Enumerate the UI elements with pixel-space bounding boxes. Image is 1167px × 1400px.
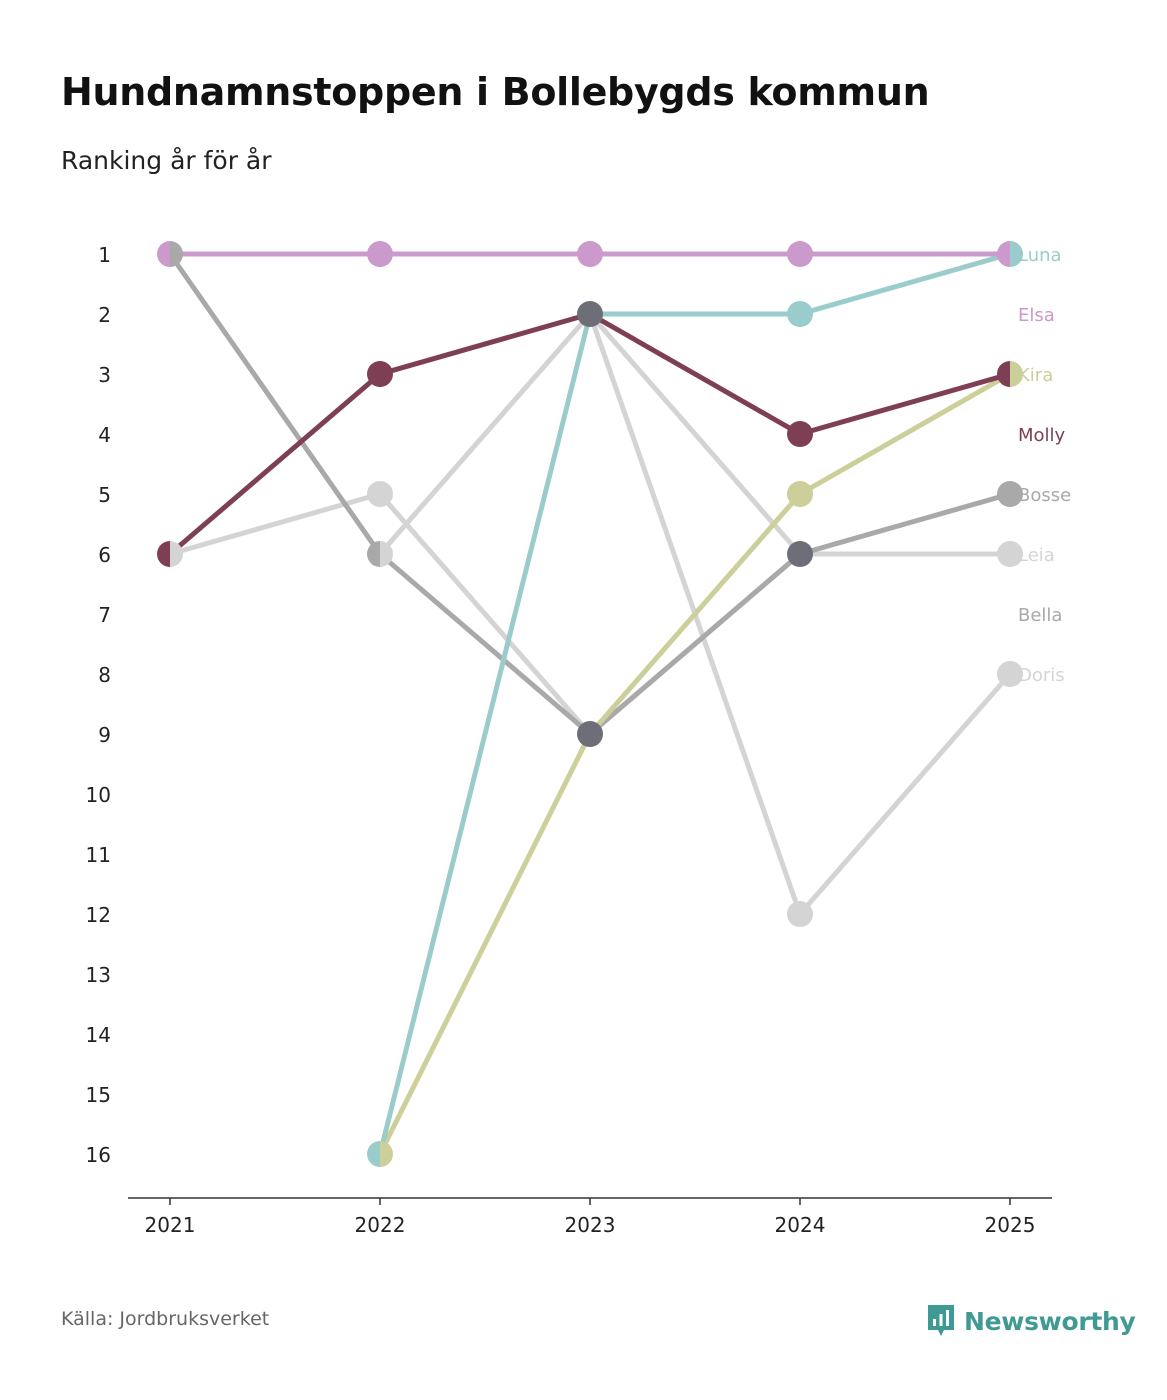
point-overlap [787,541,813,567]
point-molly [157,541,170,567]
point-kira [787,481,813,507]
y-tick-label: 16 [86,1143,111,1167]
x-tick-label: 2022 [355,1213,406,1237]
chart-title: Hundnamnstoppen i Bollebygds kommun [61,70,930,114]
line-molly [587,311,803,437]
y-tick-label: 6 [98,543,111,567]
line-bosse [797,491,1013,557]
newsworthy-logo-icon [928,1305,954,1336]
point-elsa [787,241,813,267]
point-bosse [170,241,183,267]
x-tick-label: 2025 [985,1213,1036,1237]
end-label-molly: Molly [1018,425,1066,446]
point-bella [380,541,393,567]
point-molly [367,361,393,387]
point-luna [1010,241,1023,267]
point-molly [787,421,813,447]
point-bosse [997,481,1023,507]
end-label-leia: Leia [1018,545,1055,566]
end-label-luna: Luna [1018,245,1062,266]
x-tick-label: 2021 [145,1213,196,1237]
y-tick-label: 14 [86,1023,111,1047]
point-kira [380,1141,393,1167]
y-tick-label: 7 [98,603,111,627]
point-elsa [367,241,393,267]
y-tick-label: 5 [98,483,111,507]
line-bella [377,311,593,557]
point-elsa [577,241,603,267]
point-elsa [997,241,1010,267]
line-bosse [167,251,383,557]
y-tick-label: 4 [98,423,111,447]
point-elsa [157,241,170,267]
newsworthy-logo-text: Newsworthy [964,1306,1136,1336]
line-leia [377,491,593,737]
point-leia [170,541,183,567]
point-molly [997,361,1010,387]
y-tick-label: 11 [86,843,111,867]
line-kira [797,371,1013,497]
point-doris [787,901,813,927]
line-luna [797,251,1013,317]
source-note: Källa: Jordbruksverket [61,1308,270,1330]
x-tick-label: 2024 [775,1213,826,1237]
point-leia [367,481,393,507]
y-tick-label: 3 [98,363,111,387]
end-label-bosse: Bosse [1018,485,1071,506]
point-leia [997,541,1023,567]
end-label-kira: Kira [1018,365,1053,386]
point-luna [367,1141,380,1167]
line-molly [377,311,593,377]
line-luna [377,311,593,1157]
line-kira [377,731,593,1157]
point-kira [1010,361,1023,387]
end-label-doris: Doris [1018,665,1065,686]
end-label-bella: Bella [1018,605,1062,626]
y-tick-label: 10 [86,783,111,807]
line-bosse [377,551,593,737]
newsworthy-logo: Newsworthy [926,1303,1136,1339]
y-tick-label: 15 [86,1083,111,1107]
point-overlap [577,301,603,327]
line-doris [797,671,1013,917]
line-molly [167,371,383,557]
y-tick-label: 13 [86,963,111,987]
line-molly [797,371,1013,437]
line-bella [587,311,803,557]
chart-subtitle: Ranking år för år [61,146,272,175]
point-luna [787,301,813,327]
end-label-elsa: Elsa [1018,305,1055,326]
point-bosse [367,541,380,567]
y-tick-label: 8 [98,663,111,687]
x-tick-label: 2023 [565,1213,616,1237]
line-bosse [587,551,803,737]
y-tick-label: 2 [98,303,111,327]
y-tick-label: 9 [98,723,111,747]
y-tick-label: 1 [98,243,111,267]
y-tick-label: 12 [86,903,111,927]
point-overlap [577,721,603,747]
point-doris [997,661,1023,687]
line-kira [587,491,803,737]
